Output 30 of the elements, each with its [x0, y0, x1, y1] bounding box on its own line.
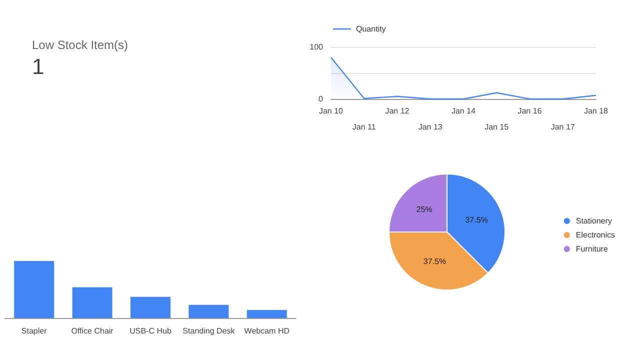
x-tick-label: Jan 18 [584, 106, 609, 116]
data-label: 37.5% [423, 257, 446, 266]
x-tick-label: Jan 16 [518, 106, 542, 116]
x-tick-label: Standing Desk [182, 326, 236, 336]
bar [72, 287, 112, 318]
y-tick-label: 100 [310, 42, 324, 52]
x-tick-label: Jan 10 [318, 106, 344, 116]
data-label: 37.5% [465, 215, 488, 224]
data-label: 1 [32, 54, 46, 80]
text: Low Stock Item(s) [32, 38, 130, 52]
x-tick-label: Jan 17 [550, 122, 576, 132]
data-label: 25% [416, 204, 432, 214]
x-tick-label: USB-C Hub [130, 326, 172, 336]
y-tick-label: 0 [318, 94, 324, 104]
legend-label: Stationery [576, 216, 612, 226]
x-tick-label: Webcam HD [244, 326, 290, 336]
bar [188, 304, 229, 318]
x-tick-label: Office Chair [71, 326, 114, 336]
legend-label: Furniture [576, 244, 608, 254]
legend-label: Electronics [576, 230, 615, 240]
x-tick-label: Jan 12 [385, 106, 410, 116]
x-tick-label: Jan 15 [484, 122, 510, 132]
x-tick-label: Jan 13 [418, 122, 443, 132]
x-tick-label: Stapler [21, 326, 48, 336]
legend-label: Quantity [356, 24, 386, 34]
bar [130, 296, 170, 318]
x-tick-label: Jan 14 [451, 106, 476, 116]
bar [14, 260, 54, 318]
bar [246, 310, 287, 318]
x-tick-label: Jan 11 [352, 122, 376, 132]
